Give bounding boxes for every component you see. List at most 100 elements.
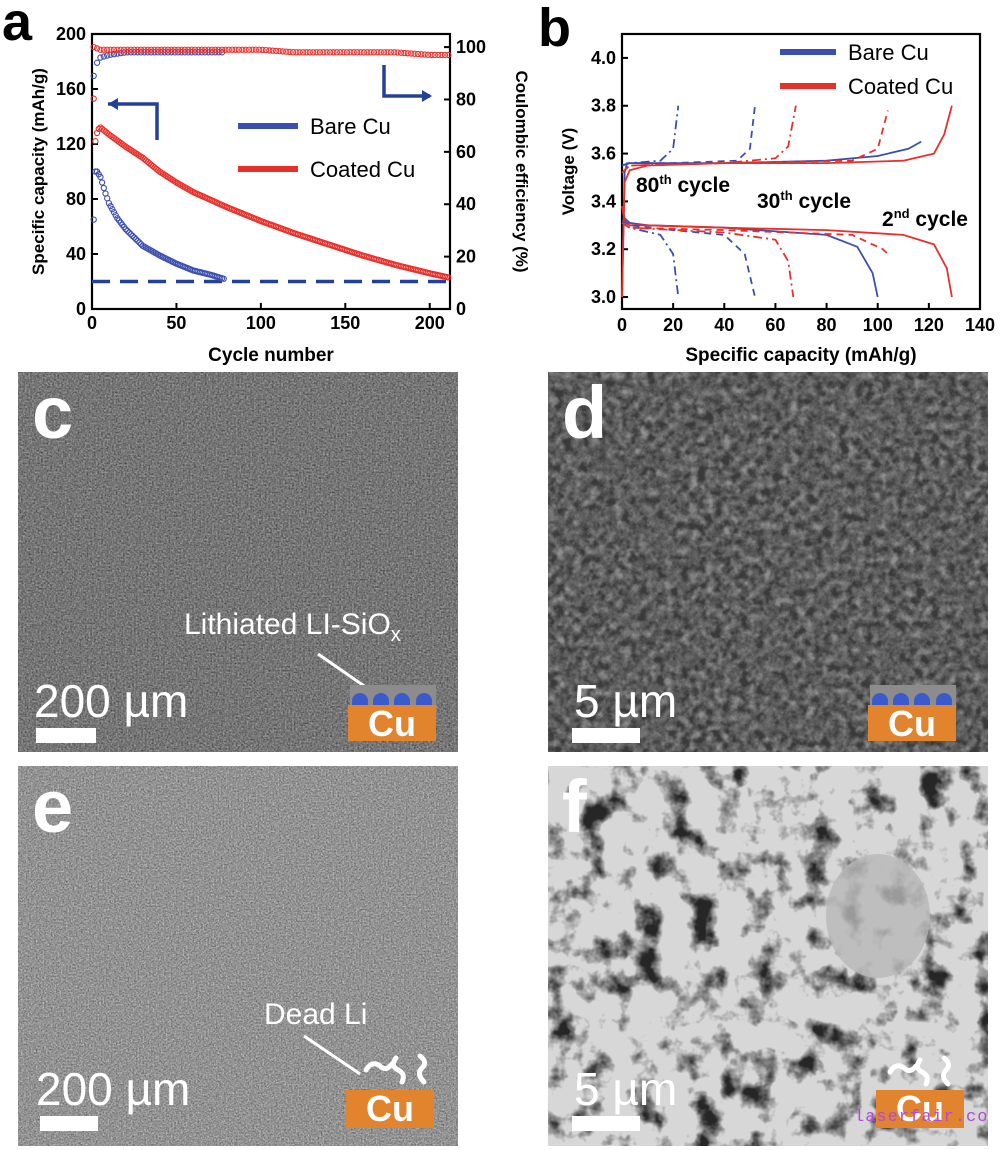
coated-efficiency-marker [158,46,165,53]
right-axis-arrow [382,65,430,98]
coated-efficiency-marker [384,49,391,56]
lithiated-annotation-subscript: x [390,624,401,646]
coated-efficiency-marker [424,51,432,58]
right-axis-arrowhead [422,90,432,102]
panel-label-a: a [2,0,33,52]
y-tick-label-b: 4.0 [591,48,616,68]
y2-tick-label-a: 60 [456,142,476,162]
coated-efficiency-marker [127,46,134,53]
cu-substrate-f: Cu [876,1090,964,1128]
bare-capacity-marker [112,212,119,219]
sem-image-d: d Cu 5 µm [548,372,988,752]
bare-efficiency-marker [114,50,121,57]
coated-efficiency-marker [435,51,442,59]
coated-efficiency-marker [174,46,182,53]
bare-capacity-marker [105,199,113,207]
left-axis-arrow [108,102,159,140]
coated-efficiency-marker [124,46,131,53]
coated-efficiency-marker [114,46,121,53]
coated-efficiency-marker [323,49,330,56]
lithiated-annotation-text: Lithiated LI-SiO [184,608,391,641]
coated-efficiency-marker [171,46,178,53]
x-tick-label-b: 120 [914,315,944,335]
coated-efficiency-marker [97,46,104,53]
x-tick-label-a: 150 [330,313,360,333]
cycle-annotation: 80th cycle [636,172,730,197]
coated-cycle-2-charge-curve [621,105,953,298]
coating-layer-d [870,685,956,705]
x-tick-label-b: 20 [663,315,683,335]
lithiated-particle [416,693,432,705]
coated-efficiency-marker [343,49,351,56]
y-tick-label-b: 3.6 [591,144,616,164]
coated-efficiency-marker [394,49,401,56]
x-tick-label-b: 80 [817,315,837,335]
bare-efficiency-marker [97,54,104,61]
coated-efficiency-marker [421,51,428,58]
coated-efficiency-marker [320,49,327,56]
bare-capacity-marker [220,275,227,282]
watermark: laserfair.com [854,1108,988,1127]
coated-cycle-80-discharge-curve [621,222,795,298]
bare-efficiency-marker [90,72,97,80]
y-tick-label-b: 3.8 [591,96,616,116]
scale-bar-e [40,1116,98,1131]
coated-efficiency-marker [181,46,189,53]
panel-label-e: e [32,766,74,848]
bare-cycle-30-discharge-curve [621,219,756,298]
coated-efficiency-marker [107,46,114,53]
sem-texture-f [548,766,988,1146]
coated-efficiency-marker [445,51,452,59]
y-tick-label-b: 3.2 [591,239,616,259]
coated-efficiency-marker [293,49,300,56]
coated-efficiency-marker [414,50,422,58]
coated-efficiency-marker [110,46,118,53]
scale-text-e: 200 µm [36,1063,191,1115]
coated-efficiency-marker [387,49,395,56]
bare-capacity-marker [109,206,116,213]
y-tick-label-a: 80 [66,189,86,209]
legend-label-b: Bare Cu [848,40,929,65]
y-tick-label-a: 120 [56,134,86,154]
bare-capacity-marker [122,226,129,233]
scale-text-f: 5 µm [574,1063,678,1115]
coated-efficiency-marker [242,46,249,53]
bare-capacity-marker [107,202,114,210]
coated-efficiency-marker [147,46,155,53]
y2-tick-label-a: 20 [456,247,476,267]
coated-efficiency-marker [441,51,449,59]
y2-tick-label-a: 40 [456,194,476,214]
y-tick-label-a: 160 [56,79,86,99]
y2-axis-label-a: Coulombic efficiency (%) [512,70,531,272]
sem-image-e: e Dead Li Cu 200 µm [18,766,458,1146]
bare-efficiency-marker [93,59,101,66]
lithiated-particle [893,693,909,705]
coating-layer-c [350,685,436,705]
lithiated-particle [352,693,368,705]
coated-efficiency-marker [418,51,425,58]
coated-efficiency-marker [276,48,283,55]
coated-efficiency-marker [259,46,266,53]
coated-efficiency-marker [222,46,229,53]
sem-image-c: c Lithiated LI-SiOx Cu 200 µm [18,372,458,752]
coated-efficiency-marker [151,46,158,53]
coated-efficiency-marker [272,47,280,55]
coated-efficiency-marker [380,49,388,56]
coated-efficiency-marker [229,46,236,53]
y-tick-label-a: 0 [76,299,86,319]
dead-li-illustration [303,1034,428,1085]
bare-efficiency-marker [117,49,124,57]
y-axis-label-a: Specific capacity (mAh/g) [29,68,48,275]
coated-efficiency-marker [161,46,168,53]
coated-efficiency-marker [198,46,205,53]
bare-capacity-marker [136,239,143,246]
coated-efficiency-marker [218,46,226,53]
panel-label-d: d [562,372,608,454]
coated-efficiency-marker [168,46,175,53]
coated-efficiency-marker [195,46,202,53]
coated-efficiency-marker [137,46,145,53]
y2-tick-label-a: 80 [456,89,476,109]
coated-efficiency-marker [438,51,445,59]
coated-efficiency-marker [411,50,418,57]
cycle-annotation: 2nd cycle [882,206,968,231]
